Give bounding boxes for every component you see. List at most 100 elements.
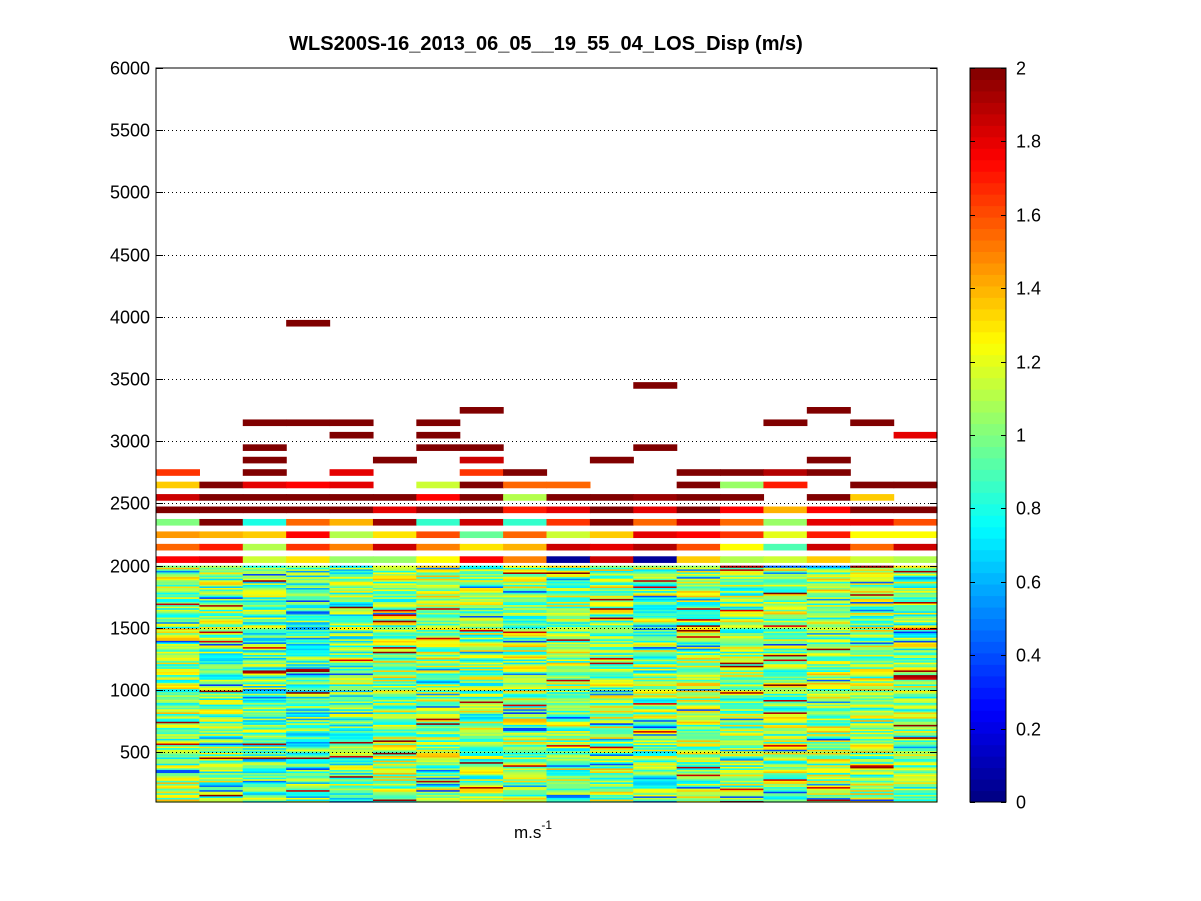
heatmap-cell [633,690,678,693]
heatmap-cell [850,581,895,584]
heatmap-cell [806,683,851,686]
heatmap-cell [763,766,808,769]
heatmap-cell [633,623,678,626]
heatmap-cell [329,616,374,620]
heatmap-cell [286,543,331,551]
heatmap-cell [633,732,678,735]
colorbar-swatch [970,205,1006,218]
heatmap-cell [372,792,417,795]
heatmap-cell [156,531,200,539]
heatmap-cell [459,582,504,585]
heatmap-cell [676,637,721,640]
heatmap-cell [459,568,504,571]
heatmap-cell [329,697,374,700]
heatmap-cell [459,739,504,742]
heatmap-cell [676,598,721,601]
heatmap-cell [850,746,895,749]
heatmap-cell [763,588,808,592]
heatmap-cell [372,697,417,700]
heatmap-cell [763,730,808,733]
heatmap-cell [893,582,938,585]
heatmap-cell [589,778,634,781]
heatmap-cell [286,783,331,786]
heatmap-cell [633,568,678,571]
heatmap-cell [329,655,374,658]
heatmap-cell [720,576,765,579]
heatmap-cell [242,702,287,705]
heatmap-cell [199,626,244,629]
y-tick-label: 6000 [110,59,150,79]
heatmap-cell [156,780,200,783]
heatmap-cell [242,680,287,683]
heatmap-cell [329,756,374,760]
heatmap-cell [459,607,504,610]
heatmap-cell [199,588,244,592]
heatmap-cell [199,760,244,763]
heatmap-cell [850,758,895,761]
heatmap-cell [850,518,895,526]
heatmap-cell [893,612,938,615]
heatmap-cell [633,791,678,794]
heatmap-cell [763,660,808,663]
heatmap-cell [329,777,374,780]
heatmap-cell [763,643,808,646]
heatmap-cell [416,595,461,598]
heatmap-cell [676,663,721,666]
heatmap-cell [503,750,548,753]
heatmap-cell [720,585,765,588]
heatmap-cell [763,634,808,637]
heatmap-cell [850,788,895,791]
heatmap-cell [242,791,287,794]
heatmap-cell [546,788,591,791]
heatmap-cell [720,702,765,705]
heatmap-cell [156,736,200,739]
heatmap-cell [329,587,374,590]
heatmap-cell [806,518,851,526]
heatmap-cell [503,606,548,609]
heatmap-cell [329,565,374,568]
heatmap-cell [459,637,504,640]
heatmap-cell [372,674,417,677]
heatmap-cell [850,606,895,609]
heatmap-cell [459,593,504,596]
heatmap-cell [763,744,808,747]
heatmap-cell [156,581,200,584]
heatmap-cell [242,629,287,632]
heatmap-cell [676,581,721,584]
heatmap-cell [589,714,634,718]
heatmap-cell [416,652,461,655]
heatmap-cell [676,735,721,738]
heatmap-cell [156,567,200,570]
heatmap-cell [416,556,461,563]
heatmap-cell [242,672,287,676]
heatmap-cell [720,777,765,780]
colorbar-swatch [970,125,1006,138]
heatmap-cell [372,711,417,714]
heatmap-cell [633,786,678,789]
heatmap-cell [633,711,678,714]
heatmap-cell [416,774,461,777]
heatmap-cell [416,769,461,772]
heatmap-cell [416,655,461,658]
heatmap-cell [763,696,808,699]
heatmap-cell [156,599,200,602]
heatmap-cell [199,784,244,788]
heatmap-cell [242,593,287,596]
heatmap-cell [156,644,200,648]
heatmap-cell [503,663,548,666]
heatmap-cell [763,663,808,666]
heatmap-cell [893,694,938,697]
heatmap-cell [156,724,200,727]
heatmap-cell [850,570,895,573]
heatmap-cell [459,716,504,719]
y-tick-label: 2500 [110,494,150,514]
heatmap-cell [589,710,634,713]
heatmap-cell [893,742,938,746]
heatmap-cell [286,616,331,620]
heatmap-cell [720,697,765,700]
heatmap-cell [199,630,244,634]
heatmap-cell [329,579,374,582]
heatmap-cell [156,775,200,778]
heatmap-cell [676,680,721,683]
heatmap-cell [459,707,504,710]
